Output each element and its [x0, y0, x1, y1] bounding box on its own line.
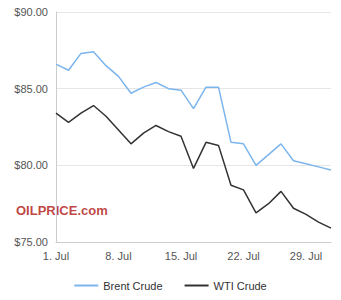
svg-text:15. Jul: 15. Jul	[165, 250, 197, 262]
svg-text:$75.00: $75.00	[14, 236, 48, 248]
svg-text:OILPRICE.com: OILPRICE.com	[16, 203, 108, 218]
svg-text:29. Jul: 29. Jul	[290, 250, 322, 262]
svg-text:Brent Crude: Brent Crude	[103, 280, 162, 292]
svg-text:8. Jul: 8. Jul	[105, 250, 131, 262]
svg-text:$80.00: $80.00	[14, 159, 48, 171]
svg-text:22. Jul: 22. Jul	[227, 250, 259, 262]
svg-text:WTI Crude: WTI Crude	[214, 280, 267, 292]
svg-text:$85.00: $85.00	[14, 83, 48, 95]
svg-text:$90.00: $90.00	[14, 6, 48, 18]
svg-text:1. Jul: 1. Jul	[43, 250, 69, 262]
